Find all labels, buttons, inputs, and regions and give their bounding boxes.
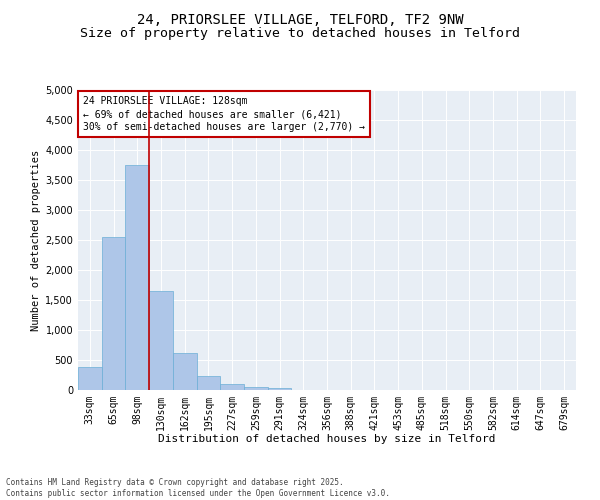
Y-axis label: Number of detached properties: Number of detached properties <box>31 150 41 330</box>
Text: 24, PRIORSLEE VILLAGE, TELFORD, TF2 9NW: 24, PRIORSLEE VILLAGE, TELFORD, TF2 9NW <box>137 12 463 26</box>
Bar <box>268 388 292 390</box>
Bar <box>197 376 220 390</box>
Bar <box>149 291 173 390</box>
X-axis label: Distribution of detached houses by size in Telford: Distribution of detached houses by size … <box>158 434 496 444</box>
Bar <box>244 386 268 390</box>
Bar <box>173 353 197 390</box>
Bar <box>78 367 102 390</box>
Text: Contains HM Land Registry data © Crown copyright and database right 2025.
Contai: Contains HM Land Registry data © Crown c… <box>6 478 390 498</box>
Bar <box>102 237 125 390</box>
Bar <box>125 165 149 390</box>
Text: Size of property relative to detached houses in Telford: Size of property relative to detached ho… <box>80 28 520 40</box>
Bar <box>220 384 244 390</box>
Text: 24 PRIORSLEE VILLAGE: 128sqm
← 69% of detached houses are smaller (6,421)
30% of: 24 PRIORSLEE VILLAGE: 128sqm ← 69% of de… <box>83 96 365 132</box>
